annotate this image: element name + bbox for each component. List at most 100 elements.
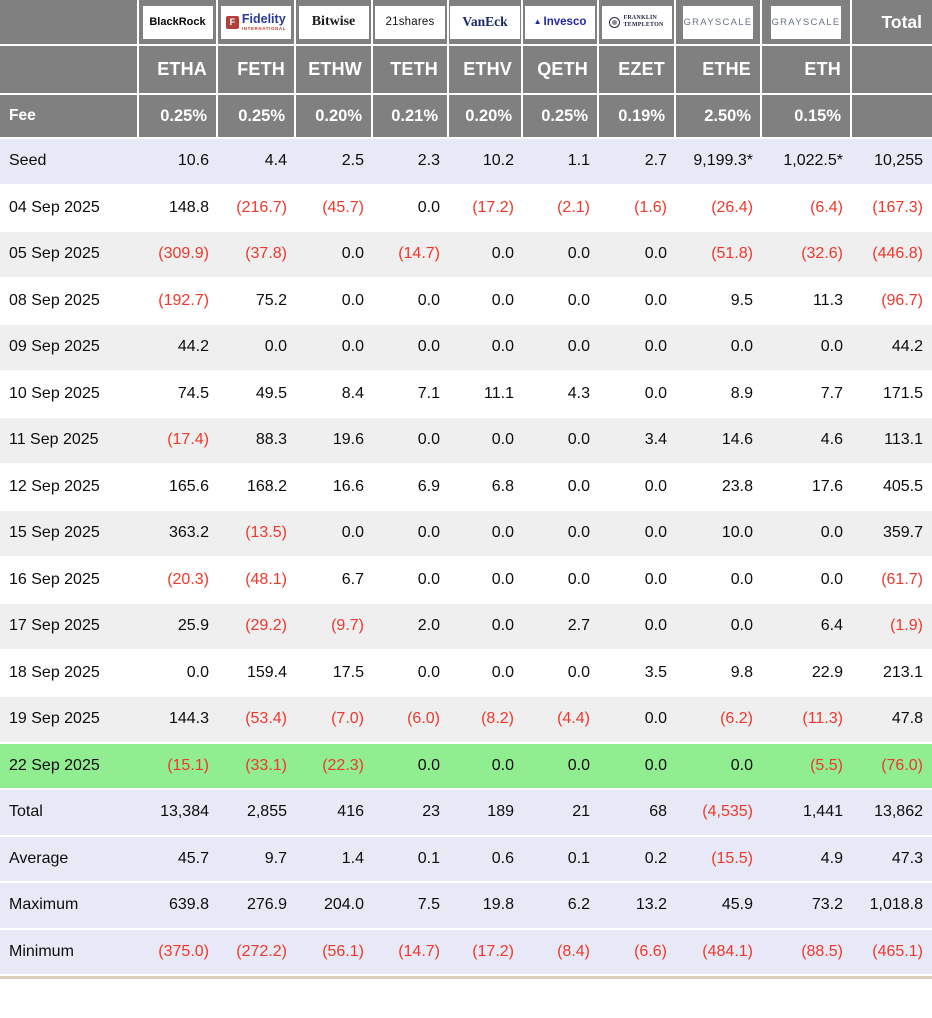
- flow-cell: 8.9: [676, 371, 762, 418]
- flow-cell: (11.3): [762, 697, 852, 744]
- flow-cell: 0.0: [523, 464, 599, 511]
- flow-cell: 0.0: [296, 325, 373, 372]
- flow-cell: (8.4): [523, 929, 599, 976]
- flow-cell: 0.0: [599, 325, 676, 372]
- shares21-logo-icon: 21shares: [375, 5, 445, 39]
- flow-cell: (17.2): [449, 185, 523, 232]
- flow-cell: (309.9): [139, 232, 218, 279]
- ticker-header-TETH: TETH: [373, 46, 449, 95]
- flow-cell: 2.5: [296, 139, 373, 186]
- flow-cell: 639.8: [139, 883, 218, 930]
- flow-cell: (14.7): [373, 929, 449, 976]
- franklin-line2: TEMPLETON: [623, 22, 664, 28]
- fee-value-ETHV: 0.20%: [449, 95, 523, 139]
- bitwise-wordmark: Bitwise: [311, 14, 356, 29]
- flow-cell: 19.8: [449, 883, 523, 930]
- flow-cell: 17.5: [296, 650, 373, 697]
- flow-cell: (56.1): [296, 929, 373, 976]
- flow-cell: 47.3: [852, 836, 932, 883]
- row-label: 22 Sep 2025: [0, 743, 139, 790]
- flow-cell: (26.4): [676, 185, 762, 232]
- flow-cell: 0.0: [676, 743, 762, 790]
- flow-cell: (6.6): [599, 929, 676, 976]
- flow-cell: 1.4: [296, 836, 373, 883]
- flow-cell: 7.1: [373, 371, 449, 418]
- fee-value-QETH: 0.25%: [523, 95, 599, 139]
- flow-cell: 6.9: [373, 464, 449, 511]
- flow-cell: 0.0: [676, 604, 762, 651]
- provider-cell-TETH: 21shares: [373, 0, 449, 46]
- flow-cell: 10.6: [139, 139, 218, 186]
- flow-cell: 4.6: [762, 418, 852, 465]
- flow-cell: 0.0: [599, 604, 676, 651]
- flow-cell: 0.0: [523, 418, 599, 465]
- franklin-line1: FRANKLIN: [623, 14, 658, 21]
- fee-value-TETH: 0.21%: [373, 95, 449, 139]
- flow-cell: 13.2: [599, 883, 676, 930]
- flow-cell: 10.2: [449, 139, 523, 186]
- flow-cell: 10,255: [852, 139, 932, 186]
- flow-cell: 276.9: [218, 883, 296, 930]
- grayscale-wordmark: GRAYSCALE: [683, 16, 753, 28]
- fee-value-FETH: 0.25%: [218, 95, 296, 139]
- table-row: 18 Sep 2025 0.0 159.4 17.5 0.0 0.0 0.0 3.5 9.8 22…: [0, 650, 932, 697]
- flow-cell: (14.7): [373, 232, 449, 279]
- flow-cell: 0.0: [523, 743, 599, 790]
- row-label: 05 Sep 2025: [0, 232, 139, 279]
- flow-cell: (375.0): [139, 929, 218, 976]
- fidelity-f-icon: F: [225, 15, 239, 29]
- flow-cell: 113.1: [852, 418, 932, 465]
- flow-cell: 6.8: [449, 464, 523, 511]
- flow-cell: 0.0: [449, 650, 523, 697]
- flow-cell: 0.0: [449, 418, 523, 465]
- flow-cell: 1.1: [523, 139, 599, 186]
- flow-cell: 148.8: [139, 185, 218, 232]
- flow-cell: 14.6: [676, 418, 762, 465]
- flow-cell: 0.0: [676, 557, 762, 604]
- flow-cell: 0.0: [523, 325, 599, 372]
- flow-cell: 0.0: [599, 511, 676, 558]
- flow-cell: 19.6: [296, 418, 373, 465]
- flow-cell: 0.0: [762, 325, 852, 372]
- flow-cell: 1,018.8: [852, 883, 932, 930]
- flow-cell: (20.3): [139, 557, 218, 604]
- flow-cell: 0.0: [373, 557, 449, 604]
- row-label: 17 Sep 2025: [0, 604, 139, 651]
- flow-cell: 0.0: [599, 232, 676, 279]
- table-row: 16 Sep 2025 (20.3) (48.1) 6.7 0.0 0.0 0.0 0.0 0.…: [0, 557, 932, 604]
- bitwise-logo-icon: Bitwise: [298, 5, 369, 39]
- flow-cell: 13,384: [139, 790, 218, 837]
- flow-cell: 189: [449, 790, 523, 837]
- flow-cell: 88.3: [218, 418, 296, 465]
- flow-cell: 0.0: [373, 185, 449, 232]
- flow-cell: 416: [296, 790, 373, 837]
- shares21-wordmark: 21shares: [385, 16, 435, 28]
- blackrock-wordmark: BlackRock: [149, 16, 206, 28]
- grayscale-logo-icon: GRAYSCALE: [771, 5, 841, 39]
- flow-cell: 6.7: [296, 557, 373, 604]
- flow-cell: 68: [599, 790, 676, 837]
- flow-cell: 0.0: [373, 278, 449, 325]
- flow-cell: 0.0: [523, 557, 599, 604]
- flow-cell: (2.1): [523, 185, 599, 232]
- flow-cell: 0.0: [762, 511, 852, 558]
- mountain-icon: ▲: [533, 17, 542, 26]
- header-logo-row: BlackRock F Fidelity INTERNATIONAL Bitwise 21…: [0, 0, 932, 46]
- flow-cell: 21: [523, 790, 599, 837]
- flow-cell: 7.5: [373, 883, 449, 930]
- flow-cell: 405.5: [852, 464, 932, 511]
- ticker-total-empty-cell: [852, 46, 932, 95]
- flow-cell: 165.6: [139, 464, 218, 511]
- flow-cell: 0.1: [373, 836, 449, 883]
- flow-cell: 49.5: [218, 371, 296, 418]
- fidelity-logo-icon: F Fidelity INTERNATIONAL: [221, 5, 291, 39]
- flow-cell: 8.4: [296, 371, 373, 418]
- flow-cell: 10.0: [676, 511, 762, 558]
- flow-cell: 0.0: [296, 278, 373, 325]
- flow-cell: 23: [373, 790, 449, 837]
- ticker-header-FETH: FETH: [218, 46, 296, 95]
- flow-cell: (216.7): [218, 185, 296, 232]
- row-label: 19 Sep 2025: [0, 697, 139, 744]
- flow-cell: 0.0: [599, 743, 676, 790]
- flow-cell: 44.2: [139, 325, 218, 372]
